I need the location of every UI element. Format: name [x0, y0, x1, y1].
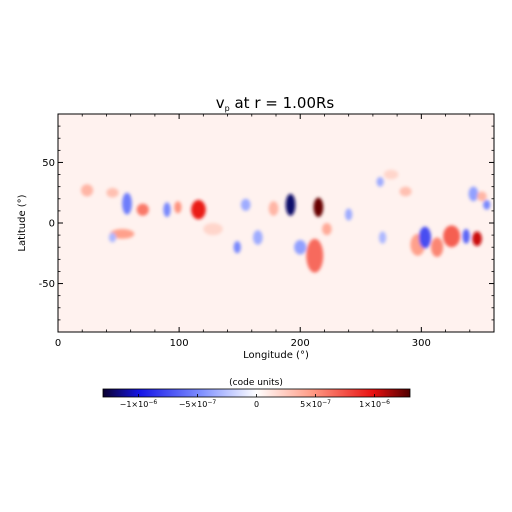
y-tick-label: 50: [42, 158, 55, 169]
heatmap-feature: [306, 238, 324, 273]
heatmap-feature: [122, 192, 132, 215]
heatmap-feature: [108, 232, 117, 243]
heatmap-feature: [285, 193, 296, 216]
colorbar-ticks: −1×10−6 −5×10−7 0 5×10−7 1×10−6: [120, 394, 390, 409]
heatmap-feature: [294, 239, 307, 255]
y-axis-ticks: 50 0 -50: [39, 125, 494, 321]
heatmap-feature: [431, 237, 444, 257]
colorbar-tick-label: −1×10−6: [120, 399, 158, 409]
heatmap-feature: [399, 186, 412, 197]
heatmap-feature: [268, 201, 279, 216]
heatmap-feature: [203, 223, 223, 236]
colorbar-tick-label: 5×10−7: [300, 399, 331, 409]
colorbar-tick-label: 0: [254, 400, 259, 409]
heatmap-feature: [462, 229, 470, 244]
heatmap-feature: [472, 231, 482, 247]
heatmap-feature: [191, 199, 206, 220]
x-tick-label: 300: [412, 338, 431, 349]
colorbar-tick-label: 1×10−6: [359, 399, 390, 409]
heatmap-feature: [240, 198, 251, 211]
heatmap-feature: [443, 225, 461, 248]
x-axis-label: Longitude (°): [243, 350, 309, 361]
y-tick-label: 0: [49, 219, 55, 230]
heatmap-feature: [383, 169, 399, 180]
heatmap-feature: [345, 208, 353, 221]
heatmap-feature: [313, 197, 324, 217]
x-tick-label: 100: [170, 338, 189, 349]
heatmap-feature: [163, 202, 171, 217]
heatmap-feature: [378, 231, 387, 244]
heatmap-feature: [418, 226, 432, 249]
colorbar-tick-label: −5×10−7: [179, 399, 217, 409]
colorbar-title: (code units): [229, 378, 283, 388]
heatmap-feature: [136, 203, 149, 216]
x-axis-ticks: 0 100 200 300: [55, 114, 471, 349]
heatmap-feature: [233, 241, 241, 254]
chart-title: vp at r = 1.00Rs: [216, 94, 335, 113]
heatmap-feature: [468, 186, 479, 202]
heatmap-feature: [174, 201, 182, 214]
heatmap-feature: [376, 176, 384, 187]
x-tick-label: 0: [55, 338, 61, 349]
heatmap-feature: [106, 187, 119, 198]
heatmap-feature: [252, 230, 263, 245]
x-tick-label: 200: [291, 338, 310, 349]
heatmap-feature: [322, 223, 332, 236]
heatmap-feature: [81, 184, 94, 197]
plot-background: [58, 114, 494, 332]
heatmap-feature: [110, 229, 135, 239]
heatmap-feature: [483, 199, 491, 210]
y-axis-label: Latitude (°): [17, 194, 28, 251]
y-tick-label: -50: [39, 279, 55, 290]
heatmap-feature: [477, 191, 487, 202]
heatmap-features: [81, 169, 491, 273]
